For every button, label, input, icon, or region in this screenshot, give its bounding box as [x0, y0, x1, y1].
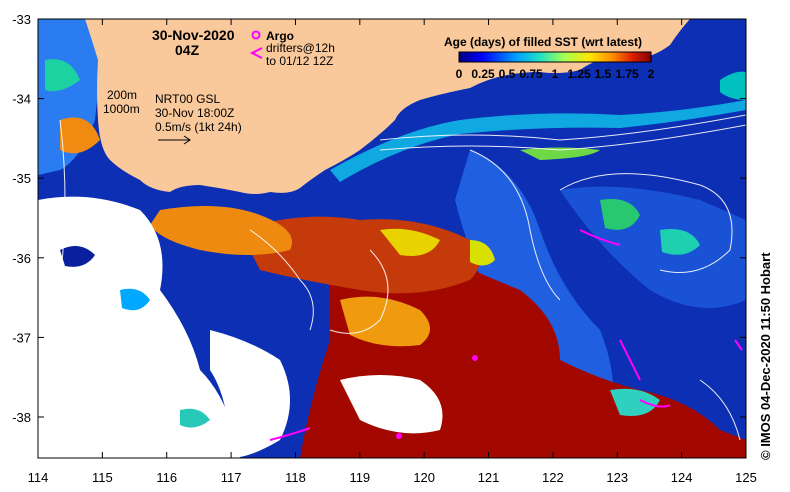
- gsl-line3: 0.5m/s (1kt 24h): [155, 120, 242, 134]
- colorbar-tick-label: 1.5: [595, 67, 612, 81]
- lon-tick-label: 118: [285, 470, 306, 485]
- lat-tick-label: -38: [12, 410, 31, 425]
- colorbar-tick-label: 1.75: [615, 67, 639, 81]
- lon-tick-label: 121: [478, 470, 500, 485]
- gsl-line2: 30-Nov 18:00Z: [155, 106, 234, 120]
- colorbar-tick-label: 0.5: [499, 67, 516, 81]
- lat-tick-label: -37: [12, 330, 31, 345]
- gsl-line1: NRT00 GSL: [155, 92, 220, 106]
- argo-marker-icon: [251, 30, 261, 40]
- lon-tick-label: 120: [413, 470, 435, 485]
- lat-tick-label: -34: [12, 92, 31, 107]
- argo-label: Argo: [266, 29, 294, 43]
- lon-tick-label: 114: [28, 470, 49, 485]
- lat-tick-label: -35: [12, 171, 31, 186]
- date-line2: 04Z: [175, 42, 200, 58]
- lon-tick-label: 124: [671, 470, 693, 485]
- lon-tick-label: 116: [156, 470, 177, 485]
- colorbar-tick-label: 0.75: [519, 67, 543, 81]
- colorbar-tick-label: 0: [456, 67, 463, 81]
- lon-tick-label: 117: [221, 470, 242, 485]
- lat-tick-label: -36: [12, 251, 31, 266]
- isobath-200-label: 200m: [107, 88, 137, 102]
- drifters-line2: to 01/12 12Z: [266, 54, 333, 68]
- credit-text: © IMOS 04-Dec-2020 11:50 Hobart: [758, 252, 773, 460]
- colorbar-title: Age (days) of filled SST (wrt latest): [444, 35, 642, 49]
- lon-tick-label: 115: [92, 470, 113, 485]
- land-mass: [85, 19, 690, 194]
- lon-tick-label: 123: [606, 470, 628, 485]
- lon-tick-label: 119: [349, 470, 370, 485]
- colorbar-tick-label: 1: [552, 67, 559, 81]
- lon-tick-label: 122: [542, 470, 564, 485]
- velocity-arrow-icon: [158, 135, 191, 145]
- colorbar-tick-label: 0.25: [471, 67, 495, 81]
- drifters-line1: drifters@12h: [266, 41, 335, 55]
- lon-tick-label: 125: [735, 470, 757, 485]
- drifter-track-icon: [249, 47, 263, 59]
- colorbar-tick-label: 2: [648, 67, 655, 81]
- colorbar: [458, 51, 652, 63]
- colorbar-tick-label: 1.25: [567, 67, 591, 81]
- lat-tick-label: -33: [12, 12, 31, 27]
- isobath-1000-label: 1000m: [103, 102, 140, 116]
- date-line1: 30-Nov-2020: [152, 27, 235, 43]
